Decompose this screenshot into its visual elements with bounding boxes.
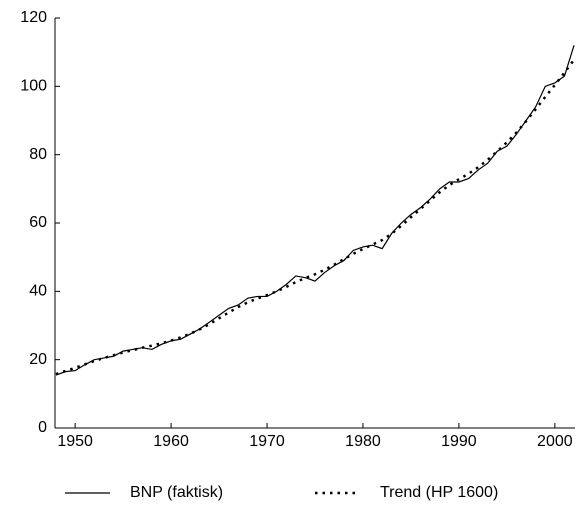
x-tick-label: 1990	[441, 433, 477, 450]
x-tick-label: 1970	[249, 433, 285, 450]
x-tick-label: 1980	[345, 433, 381, 450]
y-tick-label: 60	[29, 214, 47, 231]
x-tick-label: 1950	[57, 433, 93, 450]
legend-label: BNP (faktisk)	[130, 484, 223, 501]
data-line	[55, 45, 575, 376]
y-tick-label: 120	[20, 9, 47, 26]
x-tick-label: 2000	[537, 433, 573, 450]
data-line	[55, 58, 576, 376]
legend-label: Trend (HP 1600)	[380, 484, 498, 501]
y-tick-label: 40	[29, 283, 47, 300]
y-tick-label: 80	[29, 146, 47, 163]
y-tick-label: 20	[29, 351, 47, 368]
y-tick-label: 100	[20, 78, 47, 95]
x-tick-label: 1960	[153, 433, 189, 450]
y-tick-label: 0	[38, 419, 47, 436]
